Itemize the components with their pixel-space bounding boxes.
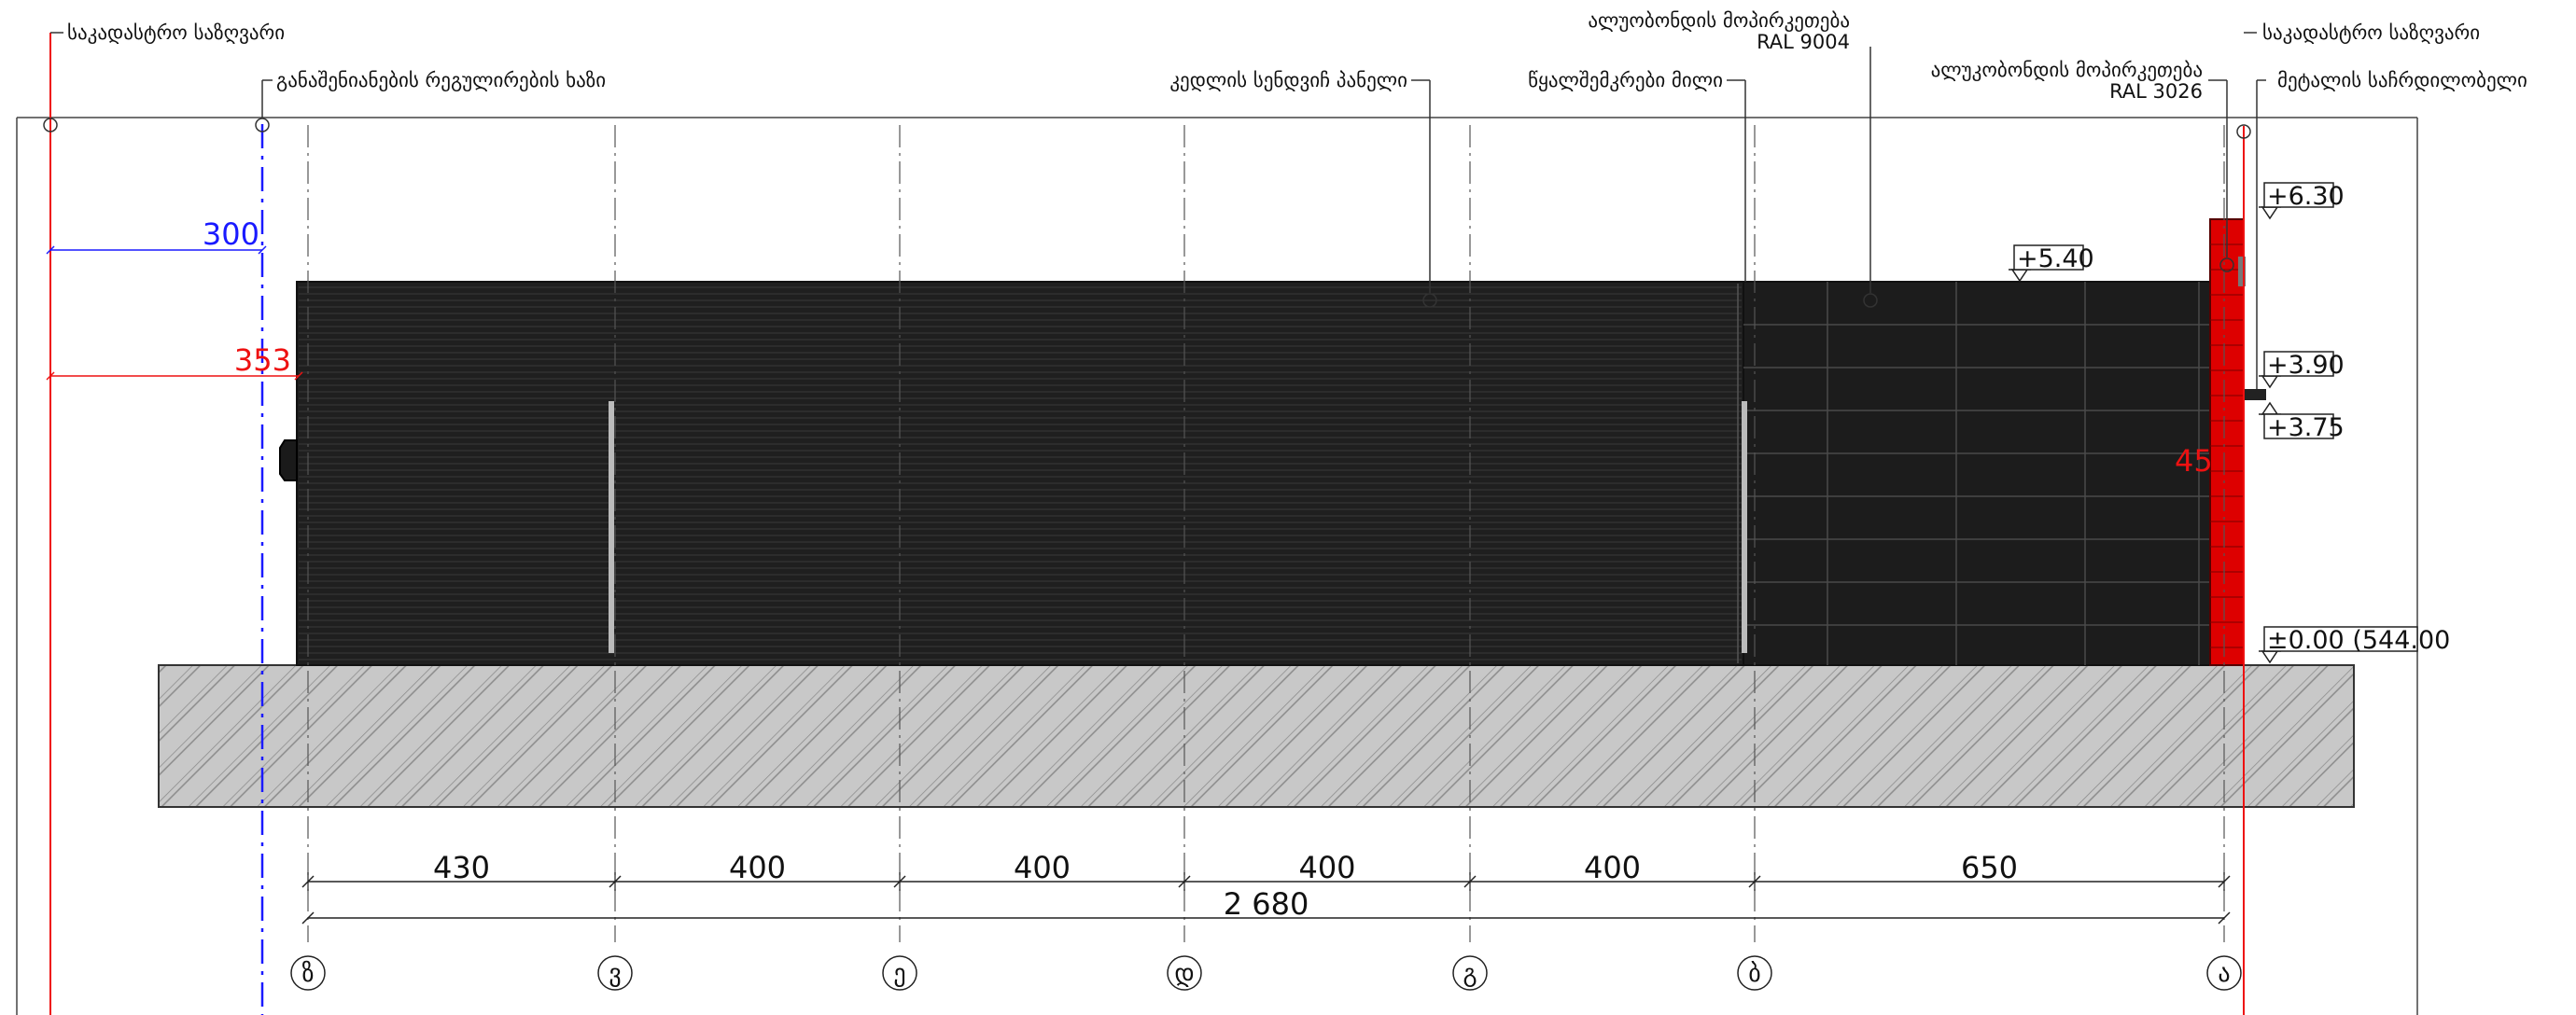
drainpipe-right — [1742, 401, 1747, 653]
elevation-marker: +3.90 — [2259, 351, 2345, 389]
axis-bubble-label: ე — [893, 960, 905, 988]
axis-bubble-label: გ — [1463, 960, 1477, 988]
column-top-bracket — [2238, 257, 2246, 286]
axis-bubble-label: ზ — [301, 960, 314, 988]
label-wall-sandwich-panel: კედლის სენდვიჩ პანელი — [1169, 69, 1407, 91]
offset-red-value: 353 — [234, 342, 291, 378]
axis-bubble: ბ — [1737, 955, 1772, 991]
dimension-chain: 430 400 400 400 400 650 2 680 — [301, 850, 2231, 925]
label-alucobond-3026-line2: RAL 3026 — [2109, 80, 2203, 103]
axis-bubble-label: ბ — [1748, 960, 1760, 988]
label-alucobond-9004-line1: ალუობონდის მოპირკეთება — [1588, 9, 1850, 32]
dimension-segment-label: 400 — [729, 850, 786, 885]
label-alucobond-9004-line2: RAL 9004 — [1757, 31, 1850, 53]
grid-axis-lines — [307, 125, 2225, 942]
dimension-segment-label: 650 — [1961, 850, 2018, 885]
elevation-marker: +6.30 — [2259, 182, 2345, 220]
axis-bubble-label: ვ — [609, 960, 621, 988]
axis-bubble: ზ — [290, 955, 326, 991]
annotation-labels: საკადასტრო საზღვარი განაშენიანების რეგულ… — [67, 9, 2527, 103]
axis-bubble: დ — [1167, 955, 1202, 991]
dimension-segment-label: 430 — [433, 850, 490, 885]
label-cadastral-boundary-left: საკადასტრო საზღვარი — [67, 21, 285, 44]
foundation-slab — [158, 664, 2355, 808]
dimension-total-label: 2 680 — [1224, 886, 1309, 922]
red-column — [2209, 218, 2245, 666]
offset-dimensions: 300 353 45 — [46, 216, 2213, 479]
dimension-segment-label: 400 — [1298, 850, 1355, 885]
label-cadastral-boundary-right: საკადასტრო საზღვარი — [2262, 21, 2480, 44]
metal-canopy-bracket — [2244, 389, 2266, 400]
axis-bubble: ა — [2206, 955, 2242, 991]
elevation-marker: ±0.00 (544.00 — [2259, 626, 2450, 664]
alucobond-cladding-block — [1743, 281, 2211, 666]
offset-blue-value: 300 — [203, 216, 259, 252]
elevation-label: +3.75 — [2267, 413, 2345, 442]
label-building-regulation-line: განაშენიანების რეგულირების ხაზი — [276, 69, 606, 91]
label-alucobond-3026-line1: ალუკობონდის მოპირკეთება — [1931, 59, 2203, 81]
axis-bubble-label: დ — [1174, 960, 1194, 988]
sandwich-panel-wall — [296, 281, 1744, 666]
elevation-label: +6.30 — [2267, 182, 2345, 211]
drainpipe-left — [609, 401, 614, 653]
axis-bubble: ვ — [597, 955, 633, 991]
elevation-label: +3.90 — [2267, 351, 2345, 380]
axis-bubble: ე — [882, 955, 917, 991]
left-wall-fixture — [279, 439, 298, 481]
label-drainpipe: წყალშემკრები მილი — [1528, 69, 1723, 91]
axis-bubble: გ — [1452, 955, 1488, 991]
offset-red-value-2: 45 — [2175, 443, 2213, 479]
dimension-segment-label: 400 — [1014, 850, 1071, 885]
elevation-marker: +3.75 — [2259, 401, 2345, 442]
leader-lines — [43, 32, 2266, 389]
elevation-marker: +5.40 — [2009, 244, 2094, 283]
axis-bubble-label: ა — [2218, 960, 2230, 988]
drawing-frame — [16, 117, 2418, 1015]
label-metal-support: მეტალის საჩრდილობელი — [2277, 69, 2527, 91]
dimension-segment-label: 400 — [1584, 850, 1641, 885]
elevation-markers: +6.30 +5.40 +3.90 +3.75 ±0.00 (544.00 — [2009, 182, 2450, 664]
elevation-label: ±0.00 (544.00 — [2267, 626, 2450, 655]
elevation-label: +5.40 — [2017, 244, 2094, 273]
